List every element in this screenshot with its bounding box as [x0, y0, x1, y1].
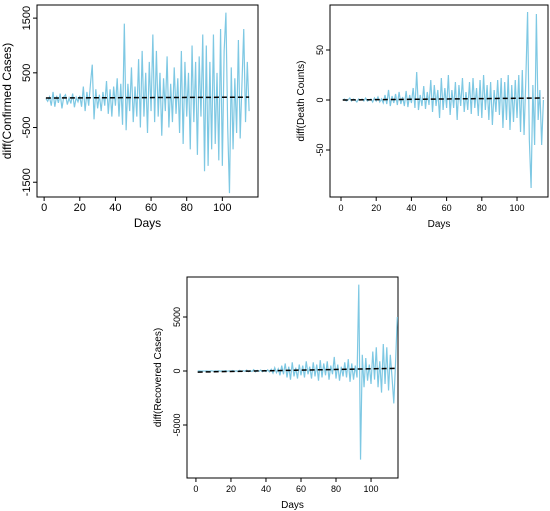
x-tick-label: 20: [371, 203, 381, 213]
y-tick-label: 0: [315, 97, 325, 102]
trend-line: [342, 97, 544, 101]
data-line: [342, 11, 545, 189]
plot-frame: [186, 276, 399, 479]
x-tick-label: 20: [74, 202, 86, 214]
x-tick-label: 40: [261, 484, 271, 494]
y-tick-label: 5000: [172, 307, 182, 327]
x-tick-label: 80: [477, 203, 487, 213]
data-line: [197, 284, 398, 460]
y-axis-title: diff(Recovered Cases): [153, 328, 164, 427]
trend-line: [45, 96, 250, 99]
y-tick-label: -50: [315, 143, 325, 156]
y-axis-title: diff(Death Counts): [296, 61, 307, 142]
x-axis-title: Days: [428, 219, 451, 230]
x-axis-title: Days: [281, 500, 304, 511]
x-tick-label: 60: [145, 202, 157, 214]
x-tick-label: 0: [193, 484, 198, 494]
x-tick-label: 20: [226, 484, 236, 494]
x-tick-label: 100: [213, 202, 231, 214]
x-tick-label: 40: [406, 203, 416, 213]
y-tick-label: -5000: [172, 413, 182, 436]
chart: 0 20 40 60 80 100 -50 0 50 Days diff(Death Counts): [296, 4, 549, 230]
y-tick-label: -500: [21, 117, 33, 139]
y-tick-label: 50: [315, 45, 325, 55]
y-tick-label: 0: [172, 368, 182, 373]
plot-frame: [36, 4, 259, 198]
y-axis-title: diff(Confirmed Cases): [0, 43, 14, 159]
trend-line: [197, 367, 398, 373]
x-tick-label: 80: [331, 484, 341, 494]
x-tick-label: 40: [109, 202, 121, 214]
chart: 0 20 40 60 80 100 -1500 -500 500 1500 Days diff(Con…: [0, 4, 259, 230]
x-tick-label: 60: [442, 203, 452, 213]
x-tick-label: 100: [510, 203, 525, 213]
x-tick-label: 100: [364, 484, 379, 494]
chart: 0 20 40 60 80 100 -5000 0 5000 Days diff(Recovered…: [153, 276, 399, 511]
x-tick-label: 60: [296, 484, 306, 494]
y-tick-label: 1500: [21, 6, 33, 30]
x-tick-label: 0: [338, 203, 343, 213]
x-tick-label: 0: [41, 202, 47, 214]
plot-frame: [329, 4, 549, 198]
x-tick-label: 80: [181, 202, 193, 214]
x-axis-title: Days: [134, 216, 161, 230]
y-tick-label: 500: [21, 64, 33, 82]
data-line: [45, 12, 250, 194]
y-tick-label: -1500: [21, 168, 33, 196]
